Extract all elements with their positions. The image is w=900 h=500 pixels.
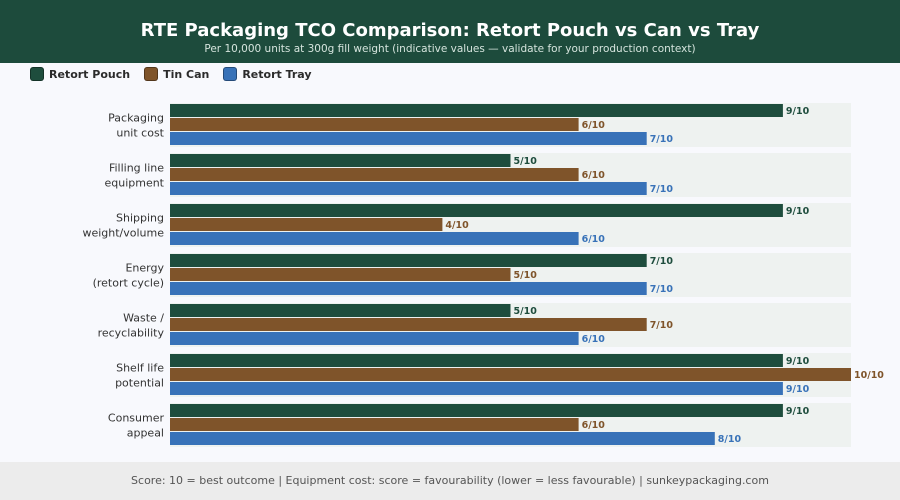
bar xyxy=(170,318,647,331)
chart-footer: Score: 10 = best outcome | Equipment cos… xyxy=(0,462,900,500)
bar-value-label: 7/10 xyxy=(650,284,674,295)
chart-subtitle: Per 10,000 units at 300g fill weight (in… xyxy=(204,43,696,55)
category-label: Shelf life potential xyxy=(115,362,164,390)
bar xyxy=(170,104,783,117)
bar-value-label: 9/10 xyxy=(786,406,810,417)
bar-value-label: 9/10 xyxy=(786,206,810,217)
bar xyxy=(170,368,851,381)
bar-value-label: 4/10 xyxy=(445,220,469,231)
bar-value-label: 9/10 xyxy=(786,384,810,395)
bar xyxy=(170,218,443,231)
legend-item-retort-tray: Retort Tray xyxy=(223,67,312,81)
bar-value-label: 6/10 xyxy=(582,170,606,181)
bar xyxy=(170,432,715,445)
bar xyxy=(170,332,579,345)
legend-swatch xyxy=(223,67,238,81)
bar xyxy=(170,204,783,217)
legend-label: Retort Tray xyxy=(242,67,312,81)
category-label: Packaging unit cost xyxy=(108,112,165,140)
bar xyxy=(170,132,647,145)
bar xyxy=(170,254,647,267)
legend-item-retort-pouch: Retort Pouch xyxy=(30,67,130,81)
legend-item-tin-can: Tin Can xyxy=(144,67,209,81)
bar-value-label: 5/10 xyxy=(514,156,538,167)
bar-value-label: 9/10 xyxy=(786,356,810,367)
bar xyxy=(170,168,579,181)
legend-swatch xyxy=(144,67,159,81)
bar-value-label: 6/10 xyxy=(582,334,606,345)
bar xyxy=(170,182,647,195)
legend-label: Retort Pouch xyxy=(49,67,131,81)
bar-value-label: 7/10 xyxy=(650,184,674,195)
category-label: Shipping weight/volume xyxy=(82,212,164,240)
chart-header: RTE Packaging TCO Comparison: Retort Pou… xyxy=(0,0,900,63)
bar-value-label: 5/10 xyxy=(514,270,538,281)
category-label: Waste / recyclability xyxy=(98,312,165,340)
legend-label: Tin Can xyxy=(163,67,210,81)
bar xyxy=(170,382,783,395)
bar-value-label: 6/10 xyxy=(582,420,606,431)
bar xyxy=(170,354,783,367)
bar xyxy=(170,418,579,431)
bar xyxy=(170,304,511,317)
bar-value-label: 6/10 xyxy=(582,120,606,131)
bar-value-label: 7/10 xyxy=(650,320,674,331)
bar-value-label: 5/10 xyxy=(514,306,538,317)
bar xyxy=(170,404,783,417)
chart-legend: Retort Pouch Tin Can Retort Tray xyxy=(30,66,326,82)
chart-title: RTE Packaging TCO Comparison: Retort Pou… xyxy=(140,20,760,41)
bar-value-label: 7/10 xyxy=(650,134,674,145)
bar-value-label: 8/10 xyxy=(718,434,742,445)
bar-value-label: 7/10 xyxy=(650,256,674,267)
bar xyxy=(170,154,511,167)
category-label: Consumer appeal xyxy=(108,412,165,440)
bar xyxy=(170,232,579,245)
legend-swatch xyxy=(30,67,44,81)
bar-value-label: 6/10 xyxy=(582,234,606,245)
bar xyxy=(170,268,511,281)
bar-value-label: 10/10 xyxy=(854,370,884,381)
category-label: Filling line equipment xyxy=(104,162,164,190)
bar-value-label: 9/10 xyxy=(786,106,810,117)
bar-chart: Packaging unit cost 9/10 6/10 7/10 Filling li… xyxy=(82,103,884,447)
bar xyxy=(170,282,647,295)
category-label: Energy (retort cycle) xyxy=(93,262,165,290)
bar xyxy=(170,118,579,131)
